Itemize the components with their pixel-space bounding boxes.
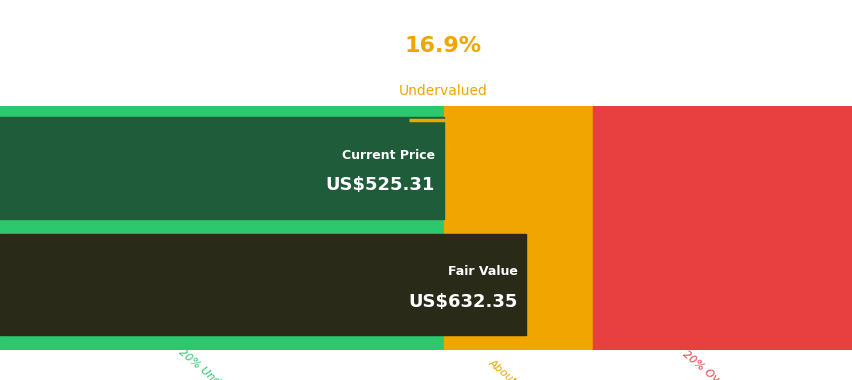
Bar	[443, 106, 592, 350]
Text: About Right: About Right	[486, 358, 543, 380]
Text: Current Price: Current Price	[342, 149, 435, 162]
Bar	[592, 106, 852, 350]
Text: 20% Overvalued: 20% Overvalued	[680, 349, 757, 380]
Text: 20% Undervalued: 20% Undervalued	[177, 347, 260, 380]
Text: US$632.35: US$632.35	[408, 293, 517, 310]
Bar	[0, 117, 443, 220]
Text: Undervalued: Undervalued	[399, 84, 487, 98]
Text: 16.9%: 16.9%	[405, 36, 481, 55]
Text: Fair Value: Fair Value	[447, 264, 517, 278]
Bar	[0, 106, 443, 350]
Bar	[0, 234, 526, 335]
Text: US$525.31: US$525.31	[325, 176, 435, 195]
